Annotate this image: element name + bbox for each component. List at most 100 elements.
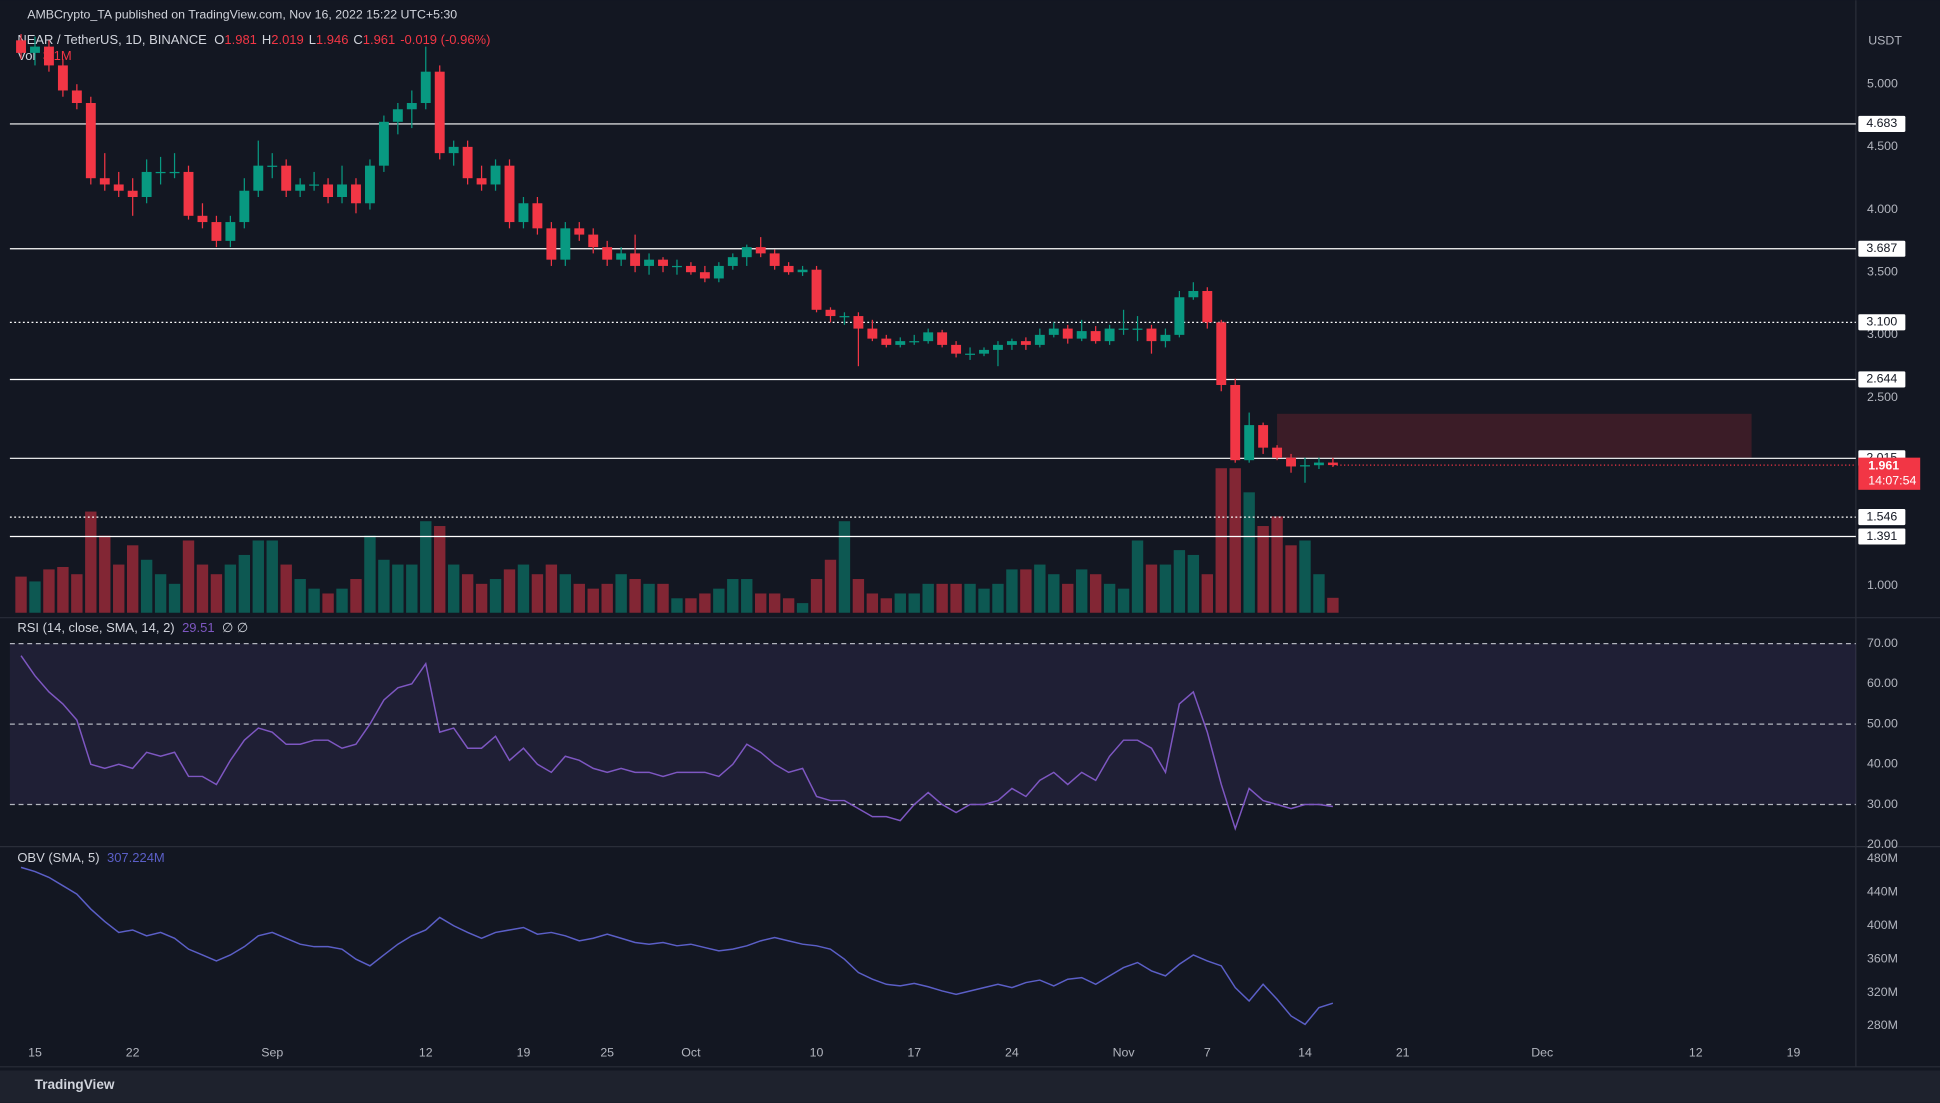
volume-bar <box>1229 468 1241 613</box>
candle-body <box>1258 425 1269 448</box>
candle-body <box>281 165 292 191</box>
rsi-flags: ∅ ∅ <box>222 620 248 635</box>
level-label: 1.391 <box>1866 529 1897 543</box>
volume-bar <box>992 583 1004 613</box>
y-tick-label: 40.00 <box>1867 757 1898 771</box>
volume-bar <box>1076 569 1088 613</box>
candle-body <box>462 146 473 179</box>
y-tick-label: 4.000 <box>1867 202 1898 216</box>
ohlc-value: 1.946 <box>316 33 348 48</box>
candle-body <box>1020 341 1031 345</box>
candle-body <box>155 171 166 174</box>
x-tick-label: 21 <box>1396 1045 1410 1059</box>
volume-bar <box>15 576 27 613</box>
current-price-box <box>1858 457 1921 490</box>
candle-body <box>1188 290 1199 298</box>
candle-body <box>16 40 26 53</box>
candle-body <box>546 228 557 260</box>
brand: TradingView <box>35 1077 115 1092</box>
candle-body <box>993 344 1003 350</box>
candle-body <box>1048 328 1059 335</box>
candle-body <box>979 349 989 354</box>
candle-body <box>239 190 250 223</box>
y-tick-label: 20.00 <box>1867 837 1898 851</box>
volume-bar <box>308 588 320 613</box>
volume-bar <box>852 579 865 613</box>
candle-body <box>839 316 850 318</box>
candle-body <box>1062 328 1073 339</box>
y-tick-label: 5.000 <box>1867 76 1898 90</box>
candle-body <box>406 103 417 110</box>
candle-body <box>853 316 864 329</box>
candle-body <box>392 109 403 122</box>
volume-bar <box>657 583 669 613</box>
level-label-box <box>1858 314 1906 331</box>
x-tick-label: 19 <box>1787 1045 1801 1059</box>
candle-body <box>909 341 920 343</box>
x-tick-label: 22 <box>126 1045 140 1059</box>
candle-body <box>1006 341 1017 345</box>
volume-bar <box>699 593 711 613</box>
volume-bar <box>517 564 530 613</box>
candle-body <box>378 121 389 166</box>
candle-body <box>783 265 794 273</box>
volume-bar <box>85 511 97 613</box>
volume-bar <box>210 574 223 613</box>
candle-body <box>1090 331 1101 342</box>
y-tick-label: 280M <box>1867 1018 1898 1032</box>
countdown: 14:07:54 <box>1868 473 1916 487</box>
volume-bar <box>615 574 627 613</box>
candle-body <box>309 184 320 186</box>
y-tick-label: 320M <box>1867 985 1898 999</box>
level-label: 3.100 <box>1866 315 1897 329</box>
candle-body <box>169 171 180 174</box>
y-tick-label: 360M <box>1867 951 1898 965</box>
volume-bar <box>1034 564 1046 613</box>
publisher: AMBCrypto_TA published on TradingView.co… <box>27 7 457 21</box>
volume-bar <box>1006 569 1018 613</box>
obv-line <box>20 866 1334 1026</box>
volume-bar <box>755 593 767 613</box>
candle-body <box>448 146 459 154</box>
volume-bar <box>1243 492 1255 613</box>
candle-body <box>1118 328 1129 330</box>
volume-bar <box>224 564 237 613</box>
candle-body <box>364 165 375 204</box>
candle-body <box>658 259 668 266</box>
volume-bar <box>545 564 558 613</box>
volume-bar <box>936 583 948 613</box>
volume-bar <box>601 583 613 613</box>
candle-body <box>490 165 501 185</box>
candle-body <box>420 71 431 104</box>
level-label-box <box>1858 528 1906 545</box>
candle-body <box>1286 457 1296 467</box>
x-tick-label: Nov <box>1113 1045 1136 1059</box>
candle-body <box>727 257 738 266</box>
volume-bar <box>685 598 697 613</box>
obv-header: OBV (SMA, 5) 307.224M <box>17 850 164 865</box>
x-tick-label: 25 <box>600 1045 614 1059</box>
candle-body <box>225 222 236 241</box>
ohlc-letter: C <box>353 33 362 48</box>
candle-body <box>267 165 278 167</box>
obv-title: OBV (SMA, 5) <box>17 850 99 865</box>
candle-body <box>57 65 68 91</box>
candle-body <box>1174 297 1185 335</box>
volume-bar <box>126 545 139 613</box>
y-tick-label: 2.500 <box>1867 390 1898 404</box>
volume-bar <box>1327 597 1339 613</box>
candle-body <box>672 265 682 268</box>
rsi-header: RSI (14, close, SMA, 14, 2) 29.51 ∅ ∅ <box>17 620 248 635</box>
candle-body <box>602 247 613 260</box>
candle-body <box>1104 328 1115 342</box>
volume-bar <box>824 559 837 613</box>
volume-bar <box>587 588 599 613</box>
x-tick-label: 14 <box>1298 1045 1312 1059</box>
volume-bar <box>1103 583 1116 613</box>
candle-body <box>1160 334 1171 342</box>
y-tick-label: 440M <box>1867 885 1898 899</box>
volume-bar <box>294 579 306 613</box>
candle-body <box>85 103 96 179</box>
